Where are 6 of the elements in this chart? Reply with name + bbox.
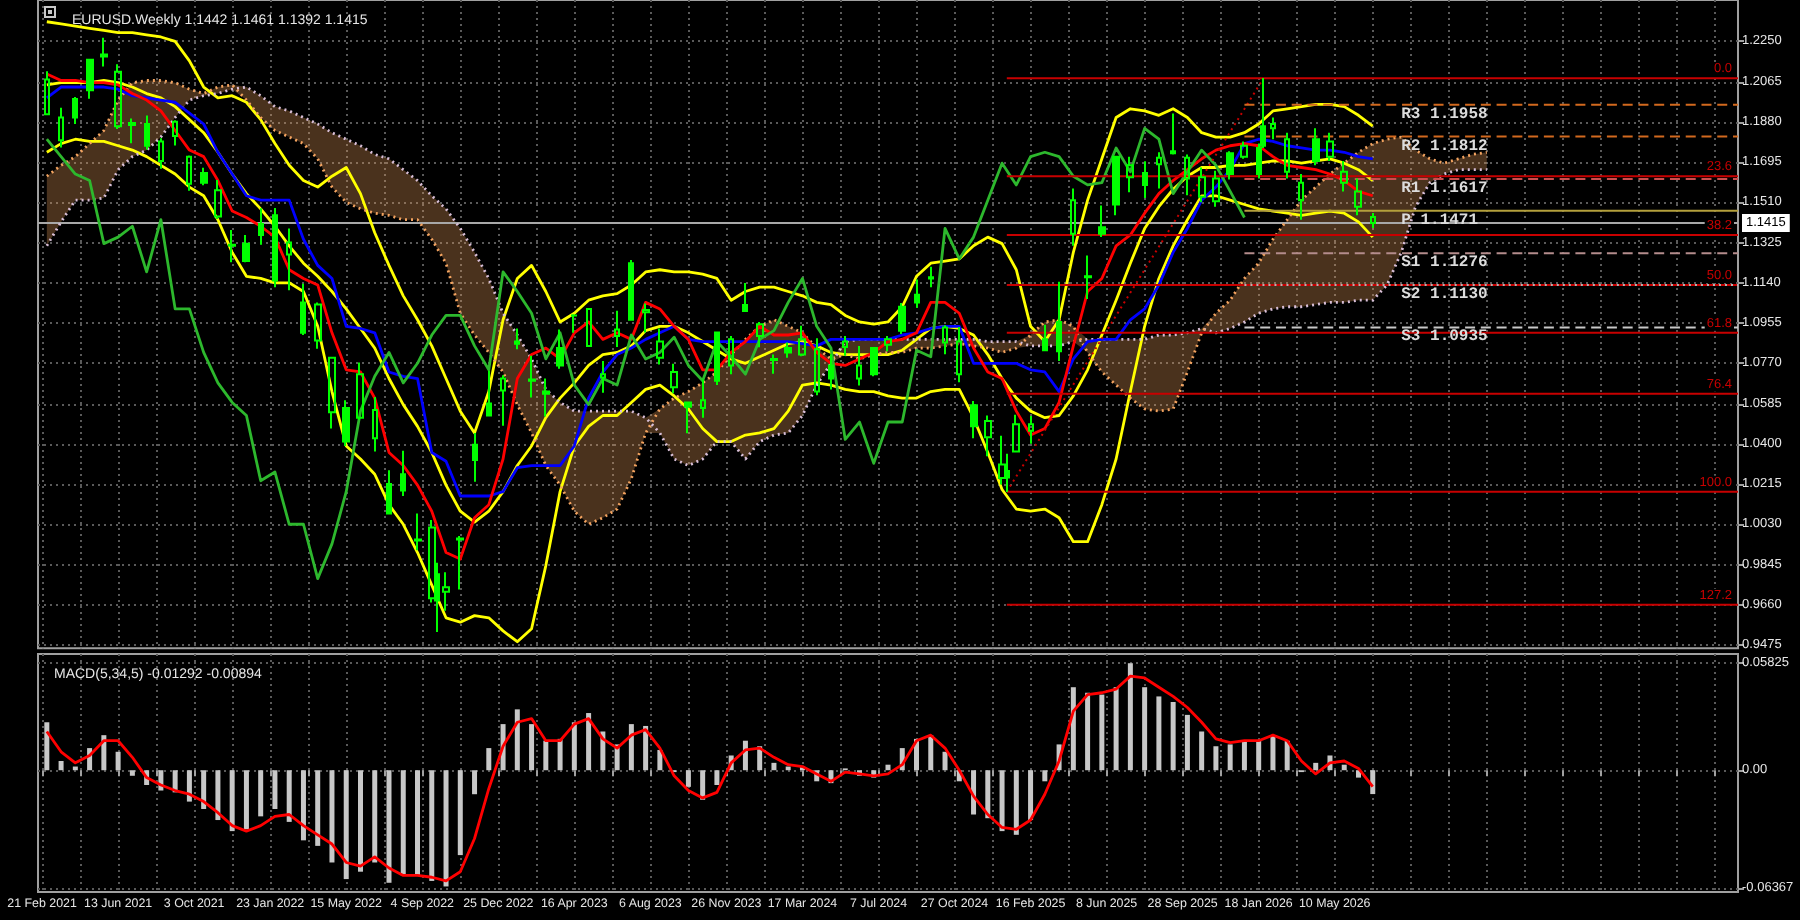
- annotation: S1 1.1276: [1401, 254, 1489, 273]
- annotation: S2 1.1130: [1401, 285, 1489, 304]
- annotation: R3 1.1958: [1401, 105, 1489, 124]
- annotation: S3 1.0935: [1401, 328, 1489, 347]
- annotation: R1 1.1617: [1401, 180, 1489, 199]
- annotation: R2 1.1812: [1401, 137, 1489, 156]
